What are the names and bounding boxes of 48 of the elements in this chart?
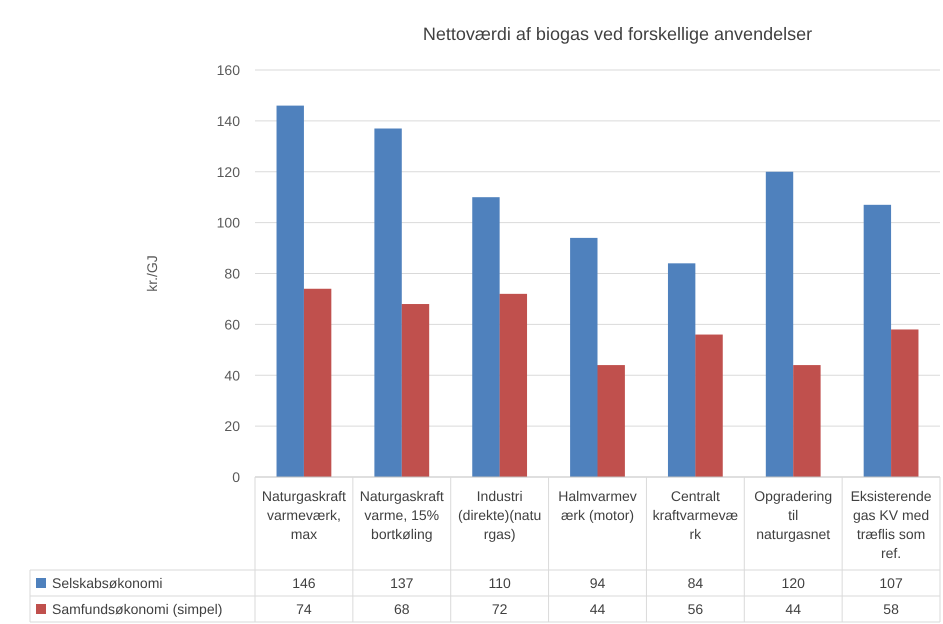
x-tick-label: Opgradering til naturgasnet [754, 488, 832, 542]
bar [500, 294, 528, 477]
y-tick-label: 80 [224, 266, 240, 282]
data-label: 120 [782, 575, 806, 591]
y-tick-label: 40 [224, 367, 240, 384]
bar [472, 197, 500, 477]
bar [374, 128, 402, 477]
bar [402, 304, 430, 477]
x-tick-label: Naturgaskraftvarmeværk, max [262, 488, 346, 542]
y-tick-label: 20 [224, 418, 240, 434]
data-label: 44 [590, 601, 606, 617]
data-label: 56 [688, 601, 704, 617]
legend-label: Selskabsøkonomi [52, 575, 162, 591]
y-tick-label: 60 [224, 316, 240, 332]
data-label: 94 [590, 575, 606, 591]
chart-title: Nettoværdi af biogas ved forskellige anvendelser [422, 24, 812, 44]
bar [276, 106, 304, 477]
x-tick-label: Centralt kraftvarmeværk [652, 488, 738, 542]
data-label: 68 [394, 601, 410, 617]
y-axis-title: kr./GJ [144, 255, 160, 292]
data-label: 72 [492, 601, 508, 617]
y-tick-label: 160 [216, 62, 240, 78]
x-tick-label: Industri (direkte)(naturgas) [458, 488, 542, 542]
bar [695, 334, 723, 477]
y-tick-label: 140 [216, 112, 240, 129]
y-tick-label: 100 [216, 214, 240, 231]
data-label: 146 [292, 575, 316, 591]
x-tick-label: Naturgaskraftvarme, 15% bortkøling [360, 488, 444, 542]
bar [668, 263, 696, 477]
data-label: 44 [785, 601, 802, 617]
data-label: 110 [488, 575, 512, 591]
x-tick-label: Eksisterende gas KV med træflis som ref. [850, 488, 932, 561]
data-label: 137 [390, 575, 414, 591]
bar [766, 172, 794, 477]
legend-label: Samfundsøkonomi (simpel) [52, 601, 222, 617]
bar [304, 288, 332, 477]
data-label: 58 [883, 601, 900, 617]
bar [598, 365, 625, 477]
bar [864, 204, 892, 477]
y-tick-label: 120 [216, 164, 240, 180]
x-tick-label: Halmvarmeværk (motor) [558, 488, 637, 523]
y-tick-label: 0 [232, 469, 240, 485]
bar [570, 238, 598, 477]
data-label: 84 [688, 575, 704, 591]
bar [891, 329, 918, 477]
bar [793, 365, 821, 477]
data-label: 74 [296, 601, 312, 617]
data-label: 107 [879, 575, 903, 591]
